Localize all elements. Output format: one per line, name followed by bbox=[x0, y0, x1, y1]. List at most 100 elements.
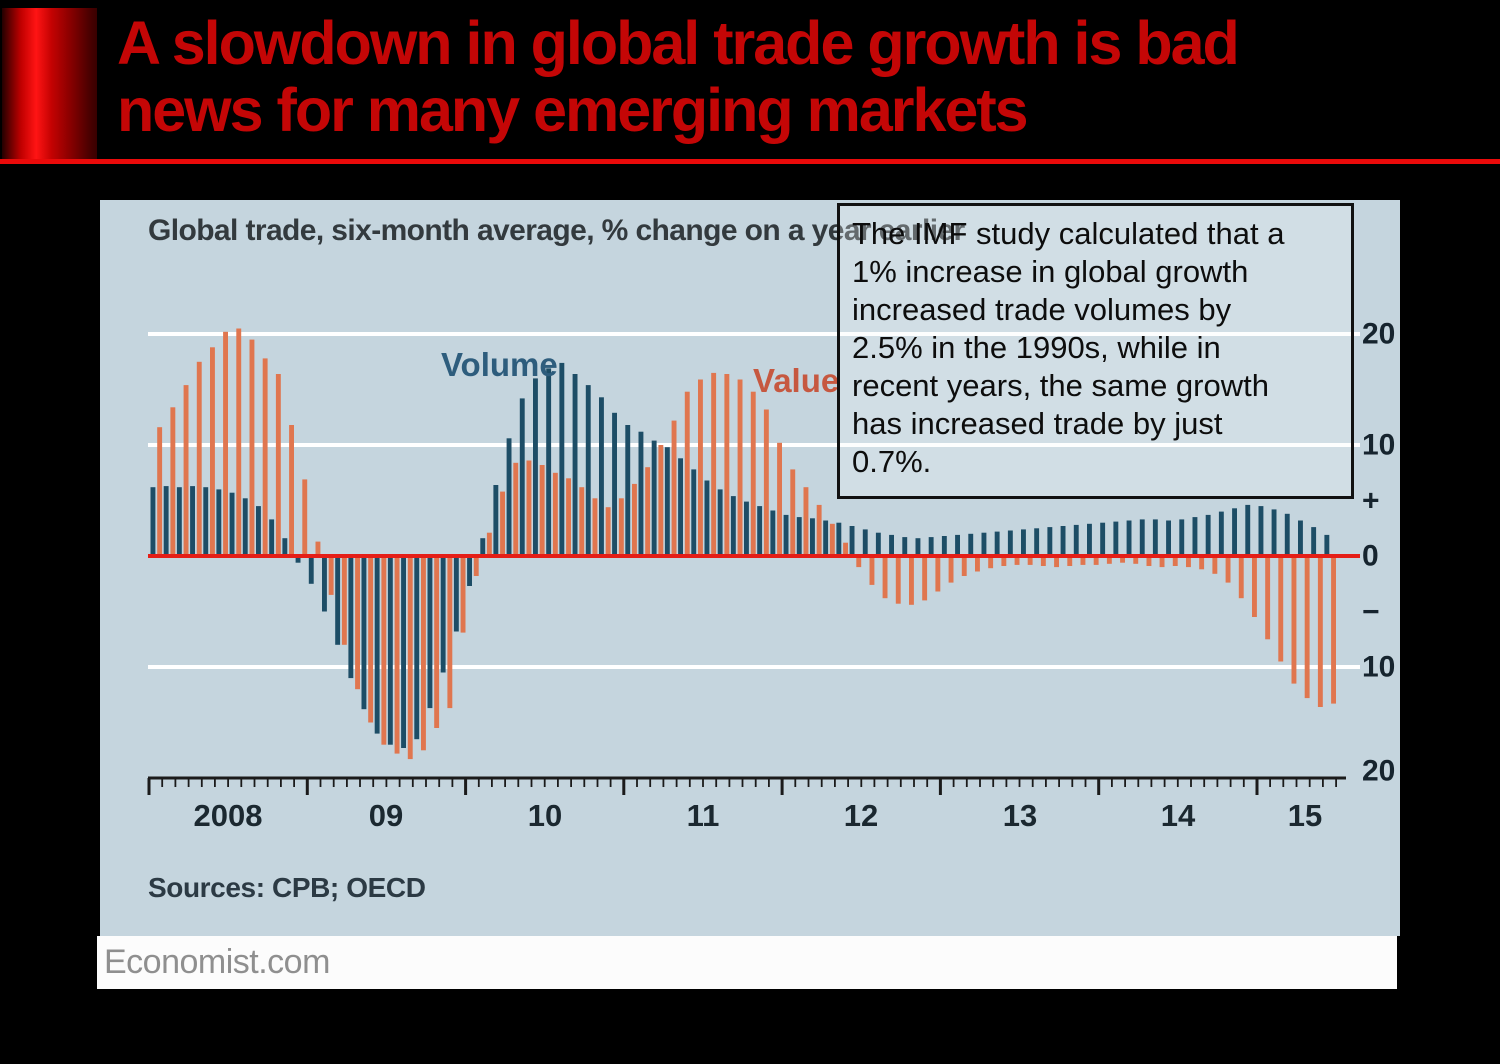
bar bbox=[981, 532, 987, 556]
bar bbox=[955, 534, 960, 556]
bar bbox=[1040, 556, 1046, 566]
bar bbox=[1232, 508, 1237, 556]
imf-annotation-line: has increased trade by just bbox=[852, 406, 1223, 441]
bar bbox=[909, 556, 914, 605]
x-axis-year-label: 12 bbox=[844, 798, 878, 833]
bar bbox=[1245, 504, 1251, 556]
bar bbox=[216, 489, 222, 556]
legend-volume-label: Volume bbox=[441, 346, 558, 383]
bar bbox=[1139, 519, 1145, 556]
bar bbox=[895, 556, 901, 604]
bar bbox=[941, 536, 947, 556]
bar bbox=[1106, 556, 1112, 564]
bar bbox=[519, 398, 525, 556]
bar bbox=[249, 339, 255, 556]
bar bbox=[269, 519, 275, 556]
bar bbox=[1238, 556, 1244, 599]
bar bbox=[796, 517, 802, 556]
bar bbox=[1014, 556, 1020, 565]
bar bbox=[599, 397, 604, 556]
bar bbox=[638, 431, 644, 556]
bar bbox=[401, 556, 406, 748]
x-axis-year-label: 11 bbox=[687, 798, 720, 833]
bar bbox=[1252, 556, 1257, 617]
bar bbox=[1073, 524, 1079, 556]
bar bbox=[572, 374, 578, 556]
bar bbox=[1225, 556, 1231, 583]
y-axis-label: 10 bbox=[1362, 651, 1395, 684]
bar bbox=[355, 556, 360, 690]
title-divider-rule bbox=[0, 159, 1500, 164]
economist-footer: Economist.com bbox=[104, 943, 330, 981]
bar bbox=[1067, 556, 1073, 566]
bar bbox=[1021, 529, 1026, 556]
x-axis-year-label: 09 bbox=[369, 798, 403, 833]
bar bbox=[1205, 514, 1211, 556]
bar bbox=[295, 556, 301, 563]
bar bbox=[783, 514, 789, 556]
bar bbox=[684, 391, 690, 556]
bar bbox=[176, 487, 182, 556]
bar bbox=[988, 556, 994, 569]
bar bbox=[717, 489, 723, 556]
bar bbox=[579, 487, 585, 556]
bar bbox=[1100, 522, 1106, 556]
bar bbox=[203, 487, 209, 556]
bar bbox=[1304, 556, 1310, 699]
bar bbox=[651, 440, 657, 556]
y-axis-label: + bbox=[1362, 485, 1380, 518]
bar bbox=[275, 374, 281, 556]
bar bbox=[427, 556, 433, 709]
sources-note: Sources: CPB; OECD bbox=[148, 872, 426, 903]
bar bbox=[1311, 527, 1317, 556]
bar bbox=[1054, 556, 1059, 568]
bar bbox=[1317, 556, 1323, 707]
imf-annotation-line: 1% increase in global growth bbox=[852, 254, 1249, 289]
bar bbox=[1093, 556, 1099, 565]
bar bbox=[1192, 517, 1198, 556]
bar bbox=[856, 556, 862, 568]
bar bbox=[770, 510, 776, 556]
bar bbox=[500, 491, 505, 556]
bar bbox=[691, 469, 697, 556]
y-axis-label: 20 bbox=[1362, 755, 1395, 788]
bar bbox=[1120, 556, 1125, 563]
bar bbox=[777, 442, 782, 556]
bar bbox=[915, 538, 921, 556]
bar bbox=[737, 379, 743, 556]
bar bbox=[1133, 556, 1139, 564]
bar bbox=[434, 556, 440, 728]
imf-annotation-line: The IMF study calculated that a bbox=[852, 216, 1285, 251]
bar bbox=[875, 532, 881, 556]
bar bbox=[381, 556, 387, 745]
bar bbox=[605, 507, 611, 556]
bar bbox=[506, 438, 512, 556]
bar bbox=[1212, 556, 1218, 574]
bar bbox=[1199, 556, 1205, 570]
bar bbox=[190, 486, 195, 556]
bar bbox=[763, 409, 769, 556]
bar bbox=[1080, 556, 1086, 565]
bar bbox=[242, 498, 248, 556]
bar bbox=[1027, 556, 1033, 565]
bar bbox=[262, 358, 268, 556]
imf-annotation-line: 2.5% in the 1990s, while in bbox=[852, 330, 1221, 365]
bar bbox=[1278, 556, 1284, 662]
bar bbox=[1284, 513, 1290, 556]
bar bbox=[902, 537, 908, 556]
bar bbox=[282, 538, 288, 556]
bar bbox=[612, 412, 617, 556]
bar bbox=[1113, 521, 1119, 556]
bar bbox=[1186, 556, 1191, 568]
bar bbox=[447, 556, 453, 709]
x-axis-year-label: 14 bbox=[1161, 798, 1196, 833]
bar bbox=[757, 506, 763, 556]
y-axis-label: 20 bbox=[1362, 318, 1395, 351]
bar bbox=[170, 407, 176, 556]
footer-strip: Economist.com bbox=[97, 936, 1397, 989]
bar bbox=[935, 556, 941, 592]
bar bbox=[1146, 556, 1152, 566]
bar bbox=[440, 556, 446, 673]
bar bbox=[414, 556, 420, 740]
value-bars bbox=[157, 328, 1336, 760]
